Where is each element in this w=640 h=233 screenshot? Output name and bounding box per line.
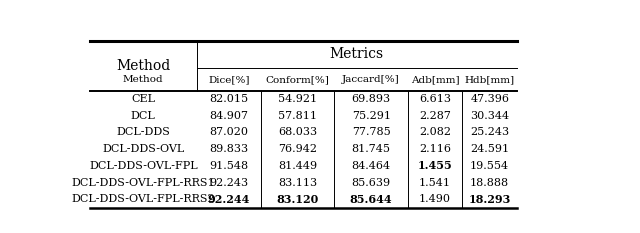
Text: 6.613: 6.613 xyxy=(419,94,451,104)
Text: DCL: DCL xyxy=(131,111,156,121)
Text: Method: Method xyxy=(123,75,164,84)
Text: 69.893: 69.893 xyxy=(351,94,390,104)
Text: Conform[%]: Conform[%] xyxy=(266,75,330,84)
Text: DCL-DDS-OVL-FPL-RRS1: DCL-DDS-OVL-FPL-RRS1 xyxy=(72,178,215,188)
Text: 1.490: 1.490 xyxy=(419,194,451,204)
Text: 76.942: 76.942 xyxy=(278,144,317,154)
Text: Method: Method xyxy=(116,59,170,73)
Text: 75.291: 75.291 xyxy=(351,111,390,121)
Text: 30.344: 30.344 xyxy=(470,111,509,121)
Text: 87.020: 87.020 xyxy=(209,127,248,137)
Text: 77.785: 77.785 xyxy=(352,127,390,137)
Text: 85.639: 85.639 xyxy=(351,178,390,188)
Text: 91.548: 91.548 xyxy=(209,161,248,171)
Text: Dice[%]: Dice[%] xyxy=(208,75,250,84)
Text: DCL-DDS: DCL-DDS xyxy=(116,127,170,137)
Text: 85.644: 85.644 xyxy=(350,194,392,205)
Text: DCL-DDS-OVL-FPL-RRS2: DCL-DDS-OVL-FPL-RRS2 xyxy=(72,194,215,204)
Text: 1.455: 1.455 xyxy=(418,160,452,171)
Text: 83.113: 83.113 xyxy=(278,178,317,188)
Text: 18.888: 18.888 xyxy=(470,178,509,188)
Text: 89.833: 89.833 xyxy=(209,144,248,154)
Text: 2.287: 2.287 xyxy=(419,111,451,121)
Text: Jaccard[%]: Jaccard[%] xyxy=(342,75,400,84)
Text: 25.243: 25.243 xyxy=(470,127,509,137)
Text: 2.082: 2.082 xyxy=(419,127,451,137)
Text: Adb[mm]: Adb[mm] xyxy=(411,75,460,84)
Text: Metrics: Metrics xyxy=(330,48,384,62)
Text: 84.907: 84.907 xyxy=(209,111,248,121)
Text: CEL: CEL xyxy=(131,94,156,104)
Text: 81.745: 81.745 xyxy=(351,144,390,154)
Text: 92.244: 92.244 xyxy=(207,194,250,205)
Text: 18.293: 18.293 xyxy=(468,194,511,205)
Text: 83.120: 83.120 xyxy=(276,194,319,205)
Text: DCL-DDS-OVL-FPL: DCL-DDS-OVL-FPL xyxy=(89,161,198,171)
Text: 24.591: 24.591 xyxy=(470,144,509,154)
Text: 82.015: 82.015 xyxy=(209,94,248,104)
Text: 57.811: 57.811 xyxy=(278,111,317,121)
Text: 1.541: 1.541 xyxy=(419,178,451,188)
Text: 84.464: 84.464 xyxy=(351,161,390,171)
Text: 54.921: 54.921 xyxy=(278,94,317,104)
Text: Hdb[mm]: Hdb[mm] xyxy=(465,75,515,84)
Text: DCL-DDS-OVL: DCL-DDS-OVL xyxy=(102,144,184,154)
Text: 81.449: 81.449 xyxy=(278,161,317,171)
Text: 19.554: 19.554 xyxy=(470,161,509,171)
Text: 2.116: 2.116 xyxy=(419,144,451,154)
Text: 47.396: 47.396 xyxy=(470,94,509,104)
Text: 68.033: 68.033 xyxy=(278,127,317,137)
Text: 92.243: 92.243 xyxy=(209,178,248,188)
